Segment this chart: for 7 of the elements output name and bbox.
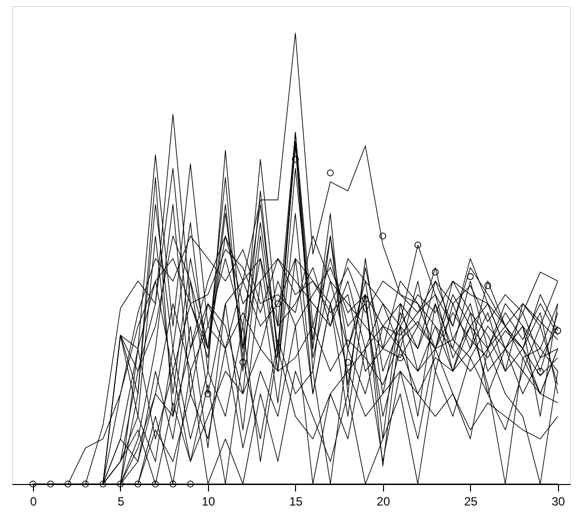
x-tick-label: 15 xyxy=(289,494,303,508)
x-tick-label: 20 xyxy=(376,494,390,508)
x-tick-label: 10 xyxy=(202,494,216,508)
x-tick-label: 30 xyxy=(552,494,566,508)
x-tick-label: 0 xyxy=(30,494,38,508)
x-tick-label: 25 xyxy=(464,494,478,508)
x-tick-label: 5 xyxy=(118,494,125,508)
